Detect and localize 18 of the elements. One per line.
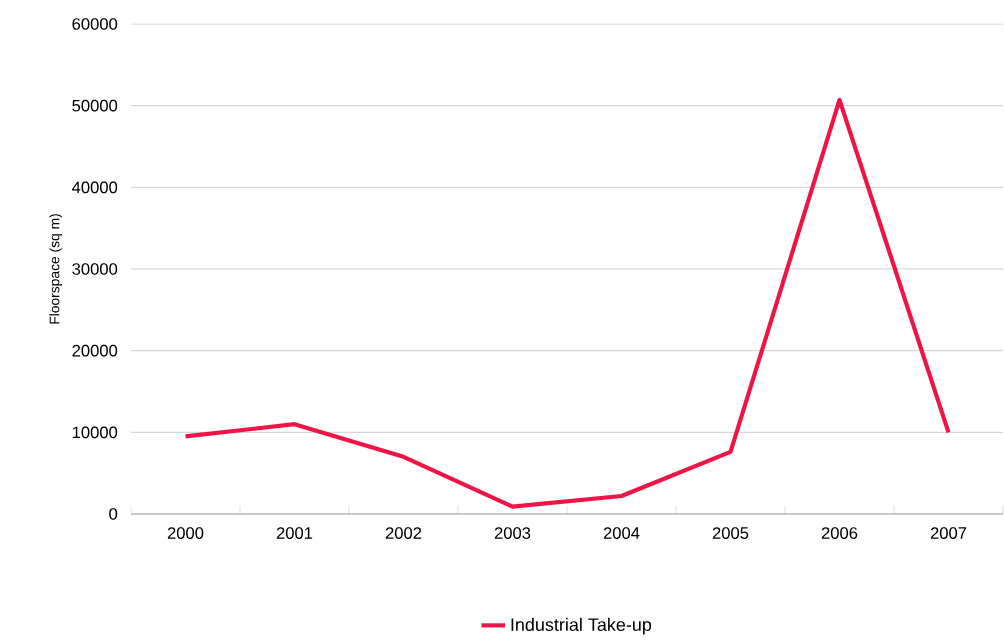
y-tick-label: 50000 [72,99,118,112]
y-tick-label: 10000 [72,426,118,439]
y-axis-title: Floorspace (sq m) [49,214,63,324]
y-tick-label: 20000 [72,344,118,357]
y-tick-label: 0 [109,508,118,520]
x-tick-label: 2006 [821,527,858,539]
x-tick-label: 2005 [712,527,749,539]
legend-label: Industrial Take-up [511,617,652,635]
x-tick-label: 2004 [603,527,640,539]
x-tick-label: 2001 [276,527,313,539]
y-tick-label: 60000 [72,18,118,30]
x-tick-label: 2002 [385,527,422,539]
line-series [183,97,951,509]
x-tick-label: 2003 [494,527,531,539]
x-tick-label: 2007 [930,527,967,539]
y-tick-label: 40000 [72,181,118,194]
y-tick-label: 30000 [72,263,118,275]
x-tick-label: 2000 [167,527,204,539]
